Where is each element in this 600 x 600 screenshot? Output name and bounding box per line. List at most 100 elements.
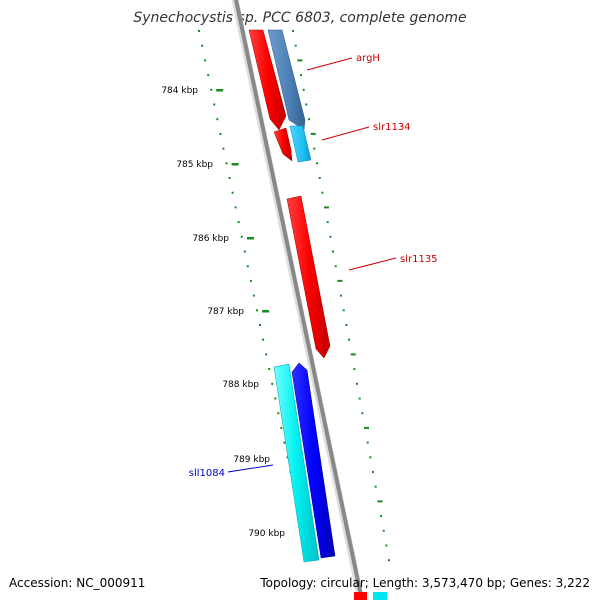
ruler-dot xyxy=(274,397,277,400)
ruler-dot xyxy=(268,368,271,371)
ring-dot xyxy=(372,471,374,473)
ring-dot xyxy=(345,324,348,326)
ruler-labels: 784 kbp 785 kbp 786 kbp 787 kbp 788 kbp … xyxy=(161,86,285,539)
ruler-dot xyxy=(204,59,207,62)
ruler-dot xyxy=(207,74,210,77)
ring-dot xyxy=(292,30,294,32)
ruler-dot xyxy=(256,309,258,312)
ruler-dot xyxy=(237,221,240,224)
ring-dot xyxy=(358,397,361,400)
ring-dot xyxy=(297,59,303,62)
gene-label-sll1084[interactable]: sll1084 xyxy=(189,468,225,479)
ring-dot xyxy=(318,177,321,179)
ring-dot xyxy=(324,206,329,209)
gene-sll1084-gene[interactable] xyxy=(273,363,320,563)
ruler-dot xyxy=(231,191,234,194)
ruler-tick-label: 786 kbp xyxy=(192,234,229,244)
ruler-major-tick xyxy=(262,310,270,313)
ruler-major-tick xyxy=(216,89,224,92)
ring-dot xyxy=(305,103,308,106)
bottom-partial-features xyxy=(354,592,387,600)
ring-dot xyxy=(337,279,343,282)
ring-dot xyxy=(310,132,316,135)
reverse-strand-features xyxy=(273,362,336,563)
ring-dot xyxy=(308,118,310,121)
ring-dot xyxy=(342,309,345,312)
ruler-tick-label: 788 kbp xyxy=(222,380,259,390)
ring-dot xyxy=(366,441,369,444)
ring-dot xyxy=(321,191,324,194)
ring-dot xyxy=(326,221,329,224)
gene-argH-gene[interactable] xyxy=(267,29,306,131)
gene-slr1134-gene[interactable] xyxy=(289,125,312,163)
ring-dot xyxy=(356,382,358,385)
ring-dot xyxy=(316,162,318,165)
ring-dot xyxy=(377,500,383,503)
ruler-dot xyxy=(201,44,204,47)
ring-dot xyxy=(294,44,297,47)
ruler-tick-label: 790 kbp xyxy=(248,529,285,539)
gene-slr1135-cds[interactable] xyxy=(286,195,331,359)
ring-dot xyxy=(382,529,385,532)
ring-dot xyxy=(302,88,305,91)
ruler-dot xyxy=(283,441,286,444)
partial-feature-white xyxy=(367,592,373,600)
ruler-dot xyxy=(286,456,289,459)
gene-label-slr1135[interactable]: slr1135 xyxy=(400,254,438,265)
ruler-tick-label: 789 kbp xyxy=(233,455,270,465)
ruler-tick-label: 787 kbp xyxy=(207,307,244,317)
ring-dot xyxy=(388,559,390,562)
ruler-tick-label: 785 kbp xyxy=(176,160,213,170)
ruler-dot xyxy=(225,162,228,165)
gene-label-slr1134[interactable]: slr1134 xyxy=(373,122,411,133)
ruler-dot xyxy=(249,279,252,282)
ring-dot xyxy=(380,515,382,518)
ruler-dot xyxy=(271,382,274,385)
map-title: Synechocystis sp. PCC 6803, complete gen… xyxy=(133,10,466,26)
gene-sll1084-cds[interactable] xyxy=(291,362,336,559)
ruler-dot xyxy=(246,265,249,268)
partial-feature-cyan xyxy=(373,592,387,600)
ruler-dot xyxy=(252,294,255,297)
ruler-dot xyxy=(262,338,265,341)
gene-argH-cds[interactable] xyxy=(248,29,287,131)
ring-dot xyxy=(369,456,372,459)
ruler-dot xyxy=(280,426,283,429)
ruler-dot xyxy=(216,118,219,121)
ring-dot xyxy=(334,265,337,268)
ring-dot xyxy=(374,485,377,488)
ring-dot xyxy=(300,74,302,77)
ruler-dot xyxy=(240,235,243,238)
ruler-major-tick xyxy=(231,163,239,166)
accession-text: Accession: NC_000911 xyxy=(9,576,145,590)
ruler-dot xyxy=(259,324,261,326)
ruler-dot xyxy=(228,177,231,179)
gene-labels: argH slr1134 slr1135 sll1084 xyxy=(189,53,438,479)
gene-slr1134-cds[interactable] xyxy=(273,127,293,162)
ruler-dot xyxy=(198,30,200,32)
ring-dot xyxy=(340,294,342,297)
gene-label-argH[interactable]: argH xyxy=(356,53,380,64)
ring-dot xyxy=(350,353,356,356)
genome-backbone xyxy=(231,0,365,600)
ruler-dot xyxy=(243,250,246,253)
ruler-dot xyxy=(277,412,280,415)
ruler-tick-label: 784 kbp xyxy=(161,86,198,96)
ring-dot xyxy=(329,235,332,238)
ruler-dot xyxy=(210,88,213,91)
ruler-dot xyxy=(234,206,237,209)
ring-dot xyxy=(361,412,364,415)
ring-dot xyxy=(353,368,356,371)
ruler-dot xyxy=(265,353,268,356)
ruler-dot xyxy=(222,147,225,150)
ruler-major-tick xyxy=(247,237,254,240)
forward-strand-features xyxy=(248,29,331,359)
ring-dot xyxy=(313,147,316,150)
ring-dot xyxy=(364,426,369,429)
ruler-dot xyxy=(219,132,222,135)
ring-dot xyxy=(385,544,388,547)
partial-feature-red xyxy=(354,592,368,600)
genome-summary-text: Topology: circular; Length: 3,573,470 bp… xyxy=(259,576,590,590)
ring-dot xyxy=(332,250,334,253)
